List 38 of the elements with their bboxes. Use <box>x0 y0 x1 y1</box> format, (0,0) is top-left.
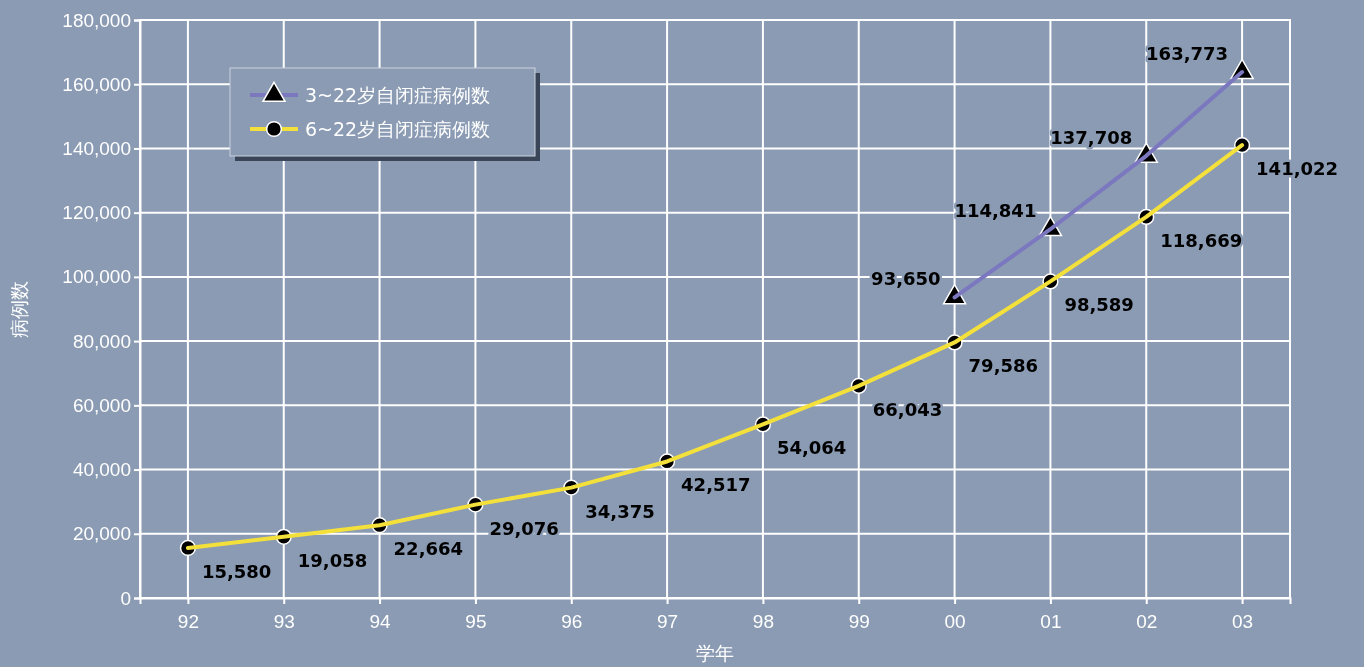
y-tick-label: 100,000 <box>62 266 131 288</box>
x-tick-label: 03 <box>1232 610 1254 632</box>
y-tick-label: 20,000 <box>72 523 131 545</box>
y-tick-label: 40,000 <box>72 459 131 481</box>
data-label: 34,375 <box>585 500 655 522</box>
data-label: 137,708 <box>1050 126 1133 148</box>
data-label: 22,664 <box>393 538 464 560</box>
x-tick-label: 02 <box>1136 610 1158 632</box>
x-tick-label: 01 <box>1040 610 1062 632</box>
x-tick-label: 93 <box>273 610 295 632</box>
x-tick-label: 97 <box>657 610 679 632</box>
x-tick-label: 95 <box>465 610 487 632</box>
y-axis-title: 病例数 <box>8 280 30 338</box>
data-label: 163,773 <box>1146 43 1229 65</box>
x-tick-label: 99 <box>848 610 870 632</box>
data-label: 15,580 <box>201 560 272 582</box>
y-tick-label: 60,000 <box>72 394 131 416</box>
x-tick-label: 00 <box>944 610 966 632</box>
data-label: 19,058 <box>297 549 368 571</box>
y-tick-label: 80,000 <box>72 330 131 352</box>
data-label: 118,669 <box>1160 229 1243 251</box>
data-label: 42,517 <box>681 474 751 496</box>
x-axis-title: 学年 <box>696 642 734 664</box>
x-tick-label: 96 <box>561 610 583 632</box>
data-label: 98,589 <box>1064 294 1134 316</box>
y-tick-label: 0 <box>120 587 131 609</box>
x-tick-label: 92 <box>177 610 199 632</box>
legend-label: 6~22岁自闭症病例数 <box>305 118 491 140</box>
data-label: 79,586 <box>968 355 1039 377</box>
y-tick-label: 180,000 <box>62 9 131 31</box>
y-tick-label: 120,000 <box>62 202 131 224</box>
legend-label: 3~22岁自闭症病例数 <box>305 84 491 106</box>
x-tick-label: 98 <box>752 610 774 632</box>
y-tick-label: 140,000 <box>62 138 131 160</box>
x-tick-label: 94 <box>369 610 392 632</box>
y-tick-label: 160,000 <box>62 73 131 95</box>
data-label: 29,076 <box>489 517 559 539</box>
data-label: 54,064 <box>776 437 847 459</box>
